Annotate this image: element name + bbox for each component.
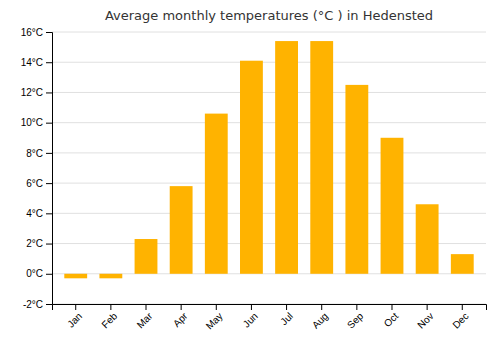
bar bbox=[345, 85, 368, 274]
tick-mark bbox=[286, 304, 287, 310]
tick-label: 2°C bbox=[26, 238, 43, 249]
tick: Sep bbox=[345, 304, 366, 331]
tick-label: Dec bbox=[450, 310, 470, 330]
tick-label: Jul bbox=[278, 310, 295, 327]
axis-line bbox=[46, 33, 53, 305]
tick-mark bbox=[462, 304, 463, 310]
tick-label: 16°C bbox=[21, 27, 43, 38]
tick-label: 0°C bbox=[26, 268, 43, 279]
tick-mark bbox=[356, 304, 357, 310]
tick-mark bbox=[391, 304, 392, 310]
tick-mark bbox=[110, 304, 111, 310]
tick-label: Jan bbox=[65, 310, 84, 329]
tick-label: Aug bbox=[310, 310, 330, 330]
x-axis: Jan Feb Mar Apr May Jun Jul Aug Sep Oct Nov Dec bbox=[53, 304, 487, 332]
tick-mark bbox=[181, 304, 182, 310]
bar bbox=[205, 114, 228, 274]
tick-mark bbox=[75, 304, 76, 310]
tick-label: 8°C bbox=[26, 148, 43, 159]
title: Average monthly temperatures (°C ) in He… bbox=[105, 8, 433, 23]
plot: -2°C 0°C 2°C 4°C 6°C 8°C 10°C 12°C 14°C 16°C Jan Fe… bbox=[21, 27, 487, 332]
bar bbox=[170, 186, 193, 274]
tick: Oct bbox=[382, 304, 401, 329]
tick: Dec bbox=[450, 304, 470, 331]
tick-label: May bbox=[204, 310, 225, 331]
tick: May bbox=[204, 304, 225, 332]
tick: 16°C bbox=[21, 27, 52, 38]
tick-mark bbox=[46, 244, 52, 245]
tick-label: Sep bbox=[345, 310, 366, 331]
tick-label: 14°C bbox=[21, 57, 43, 68]
bars bbox=[64, 41, 473, 278]
grid-line bbox=[52, 152, 486, 153]
y-axis: -2°C 0°C 2°C 4°C 6°C 8°C 10°C 12°C 14°C 16°C bbox=[21, 27, 53, 310]
tick-label: Jun bbox=[241, 310, 260, 329]
tick-label: 10°C bbox=[21, 117, 43, 128]
bar bbox=[99, 274, 122, 279]
chart: -2°C 0°C 2°C 4°C 6°C 8°C 10°C 12°C 14°C 16°C Jan Fe… bbox=[0, 0, 500, 350]
bar bbox=[275, 41, 298, 274]
grid-line bbox=[52, 122, 486, 123]
grid-line bbox=[52, 183, 486, 184]
tick: Apr bbox=[171, 304, 190, 329]
grid-line bbox=[52, 62, 486, 63]
tick-mark bbox=[46, 213, 52, 214]
tick: 10°C bbox=[21, 117, 52, 128]
tick: Jul bbox=[278, 304, 295, 327]
tick: Jan bbox=[65, 304, 84, 330]
tick-mark bbox=[427, 304, 428, 310]
tick: 0°C bbox=[26, 268, 52, 279]
tick: Jun bbox=[241, 304, 260, 330]
tick-mark bbox=[46, 123, 52, 124]
bar bbox=[135, 239, 158, 274]
tick: Feb bbox=[99, 304, 119, 330]
bar bbox=[381, 138, 404, 274]
tick-label: 6°C bbox=[26, 178, 43, 189]
tick: 12°C bbox=[21, 87, 52, 98]
grid-line bbox=[52, 92, 486, 93]
tick-label: 12°C bbox=[21, 87, 43, 98]
tick-mark bbox=[321, 304, 322, 310]
bar bbox=[451, 254, 474, 274]
grid-line bbox=[52, 32, 486, 33]
tick-mark bbox=[146, 304, 147, 310]
tick: -2°C bbox=[23, 299, 52, 310]
tick: Mar bbox=[135, 304, 155, 330]
bar bbox=[310, 41, 333, 274]
tick: Aug bbox=[310, 304, 330, 331]
tick-mark bbox=[216, 304, 217, 310]
tick-label: -2°C bbox=[23, 299, 43, 310]
tick: 14°C bbox=[21, 57, 52, 68]
bar bbox=[416, 204, 439, 274]
tick-mark bbox=[46, 274, 52, 275]
tick-label: Mar bbox=[135, 310, 155, 330]
tick-mark bbox=[46, 183, 52, 184]
tick-label: Nov bbox=[415, 310, 435, 330]
tick: Nov bbox=[415, 304, 435, 331]
tick-mark bbox=[46, 32, 52, 33]
bar bbox=[240, 61, 263, 274]
tick-label: 4°C bbox=[26, 208, 43, 219]
bar bbox=[64, 274, 87, 279]
tick: 2°C bbox=[26, 238, 52, 249]
tick-label: Oct bbox=[382, 310, 401, 329]
tick-mark bbox=[251, 304, 252, 310]
tick: 6°C bbox=[26, 178, 52, 189]
tick: 4°C bbox=[26, 208, 52, 219]
tick-mark bbox=[46, 153, 52, 154]
tick-label: Feb bbox=[99, 310, 119, 330]
tick-mark bbox=[46, 304, 52, 305]
tick-mark bbox=[46, 92, 52, 93]
tick-label: Apr bbox=[171, 310, 190, 329]
tick: 8°C bbox=[26, 148, 52, 159]
grid bbox=[52, 32, 486, 304]
axis-line bbox=[53, 305, 487, 311]
tick-mark bbox=[46, 62, 52, 63]
